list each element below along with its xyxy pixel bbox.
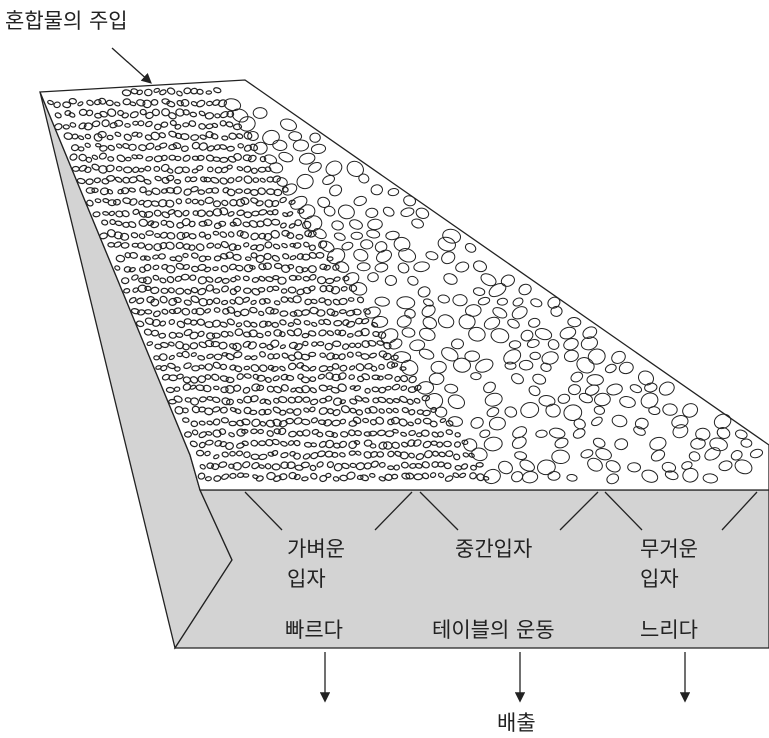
motion-fast: 빠르다 (285, 618, 343, 642)
motion-slow: 느리다 (640, 618, 698, 642)
zone-label: 입자 (640, 567, 679, 591)
zone-label: 가벼운 (287, 537, 345, 561)
feed-arrow (112, 48, 150, 82)
discharge-label: 배출 (497, 711, 536, 735)
diagram: 혼합물의 주입 가벼운 입자 중간입자 무거운 입자 빠르다 테이블의 운동 느… (0, 0, 769, 738)
zone-label: 중간입자 (455, 537, 532, 561)
motion-label: 테이블의 운동 (432, 618, 555, 642)
feed-label: 혼합물의 주입 (5, 9, 128, 33)
zone-label: 무거운 (640, 537, 698, 561)
zone-label: 입자 (287, 567, 326, 591)
